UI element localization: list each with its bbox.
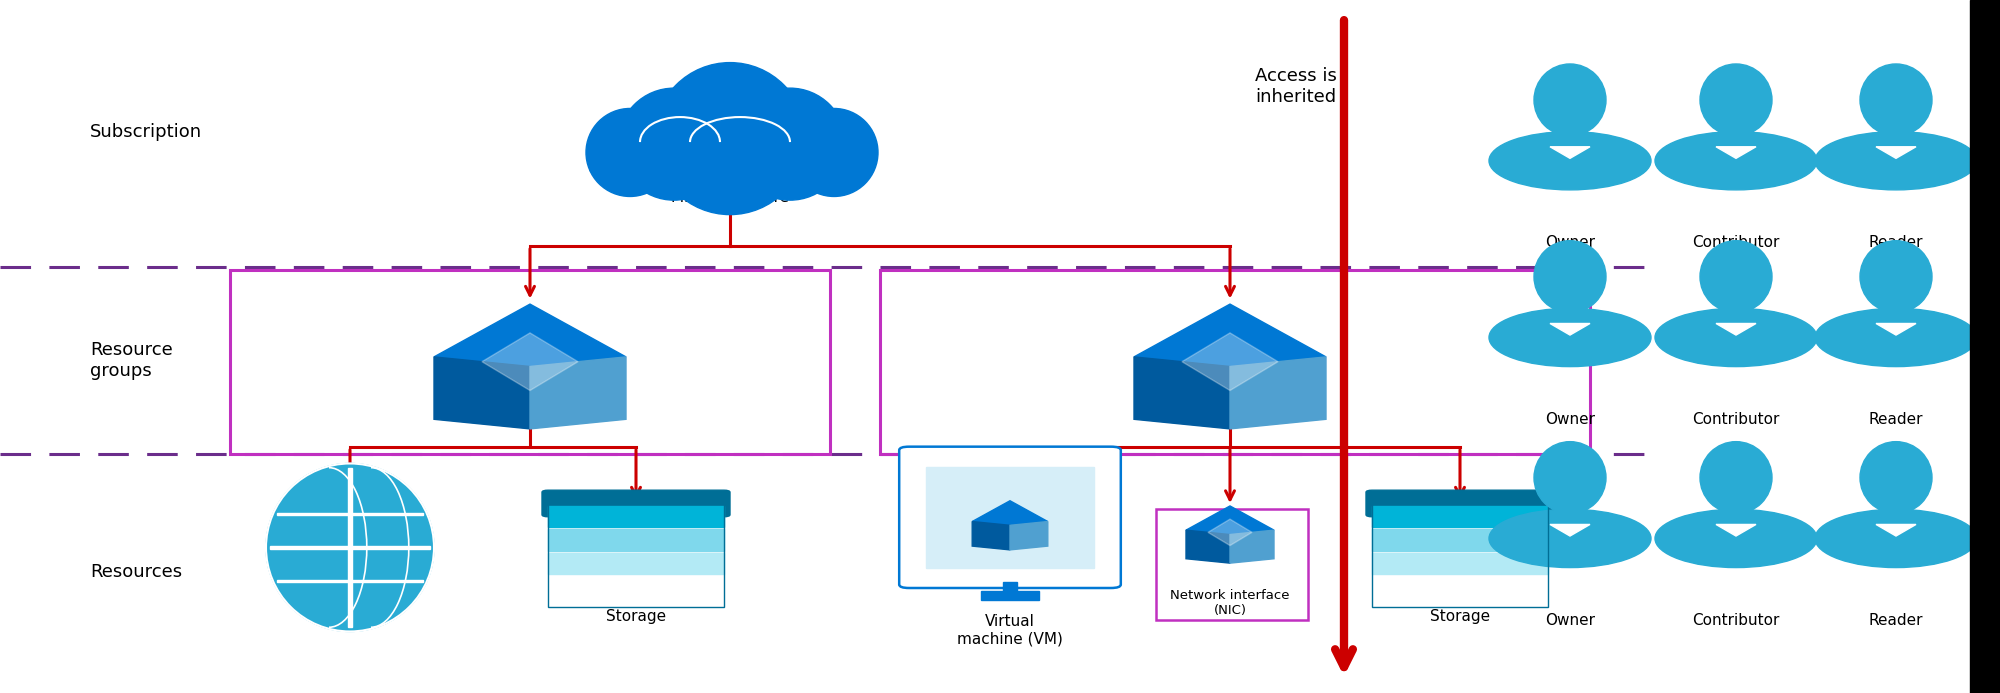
Ellipse shape <box>1700 64 1772 136</box>
Polygon shape <box>1716 324 1756 335</box>
FancyBboxPatch shape <box>900 447 1120 588</box>
Polygon shape <box>434 304 626 367</box>
Polygon shape <box>1208 519 1252 545</box>
Ellipse shape <box>790 109 878 196</box>
Ellipse shape <box>266 464 434 631</box>
Polygon shape <box>1134 304 1326 367</box>
Text: Reader: Reader <box>1868 613 1924 628</box>
Text: Resource
groups: Resource groups <box>90 341 172 380</box>
Text: Contributor: Contributor <box>1692 613 1780 628</box>
Ellipse shape <box>618 88 730 200</box>
Ellipse shape <box>1534 240 1606 313</box>
Text: Contributor: Contributor <box>1692 235 1780 250</box>
Polygon shape <box>1716 525 1756 536</box>
Polygon shape <box>482 333 578 390</box>
Polygon shape <box>1230 530 1274 563</box>
Ellipse shape <box>1816 308 1976 367</box>
Text: Contributor: Contributor <box>1692 412 1780 427</box>
Ellipse shape <box>1860 240 1932 313</box>
Text: Microsoft Azure: Microsoft Azure <box>670 190 790 205</box>
Polygon shape <box>1550 324 1590 335</box>
Ellipse shape <box>1488 132 1652 190</box>
Ellipse shape <box>734 88 846 200</box>
Polygon shape <box>972 501 1048 525</box>
Text: Reader: Reader <box>1868 412 1924 427</box>
Polygon shape <box>1876 324 1916 335</box>
Ellipse shape <box>1534 441 1606 514</box>
Ellipse shape <box>1488 509 1652 568</box>
Bar <box>1372 506 1548 527</box>
Bar <box>1372 529 1548 550</box>
Bar <box>230 270 830 454</box>
Ellipse shape <box>1534 64 1606 136</box>
Polygon shape <box>972 522 1010 550</box>
Polygon shape <box>1186 506 1274 534</box>
Text: Reader: Reader <box>1868 235 1924 250</box>
Bar <box>980 591 1040 599</box>
Text: Owner: Owner <box>1544 235 1596 250</box>
Text: Web: Web <box>334 613 366 628</box>
Ellipse shape <box>654 62 806 215</box>
Text: Subscription: Subscription <box>90 123 202 141</box>
Text: Access is
inherited: Access is inherited <box>1256 67 1336 106</box>
Polygon shape <box>1716 147 1756 158</box>
Ellipse shape <box>1700 441 1772 514</box>
Polygon shape <box>1550 525 1590 536</box>
Text: Storage: Storage <box>1430 609 1490 624</box>
Bar <box>548 506 724 527</box>
FancyBboxPatch shape <box>542 490 730 517</box>
Ellipse shape <box>1816 132 1976 190</box>
Polygon shape <box>1134 357 1230 429</box>
Ellipse shape <box>1656 308 1816 367</box>
Text: Owner: Owner <box>1544 412 1596 427</box>
Polygon shape <box>1876 147 1916 158</box>
Polygon shape <box>530 357 626 429</box>
Ellipse shape <box>1656 509 1816 568</box>
FancyArrow shape <box>276 580 424 582</box>
Polygon shape <box>1182 333 1278 390</box>
Text: Resources: Resources <box>90 563 182 581</box>
FancyBboxPatch shape <box>1366 490 1554 517</box>
FancyBboxPatch shape <box>926 467 1094 568</box>
Polygon shape <box>1876 525 1916 536</box>
Text: Virtual
machine (VM): Virtual machine (VM) <box>958 615 1062 647</box>
Polygon shape <box>1550 147 1590 158</box>
Bar <box>1004 582 1016 597</box>
Ellipse shape <box>1656 132 1816 190</box>
Bar <box>880 270 1590 454</box>
FancyBboxPatch shape <box>590 142 870 173</box>
FancyArrow shape <box>270 546 430 549</box>
Polygon shape <box>1230 357 1326 429</box>
Text: Owner: Owner <box>1544 613 1596 628</box>
Text: Storage: Storage <box>606 609 666 624</box>
Ellipse shape <box>1488 308 1652 367</box>
Polygon shape <box>1010 522 1048 550</box>
Polygon shape <box>1186 530 1230 563</box>
Ellipse shape <box>1860 441 1932 514</box>
Bar <box>548 529 724 550</box>
Polygon shape <box>434 357 530 429</box>
Ellipse shape <box>1700 240 1772 313</box>
FancyArrow shape <box>348 468 352 627</box>
Bar <box>1372 553 1548 574</box>
Bar <box>548 553 724 574</box>
FancyArrow shape <box>276 513 424 515</box>
Bar <box>1156 509 1308 620</box>
Ellipse shape <box>1816 509 1976 568</box>
Ellipse shape <box>1860 64 1932 136</box>
Ellipse shape <box>586 109 674 196</box>
Bar <box>1970 0 2000 693</box>
Text: Network interface
(NIC): Network interface (NIC) <box>1170 589 1290 617</box>
